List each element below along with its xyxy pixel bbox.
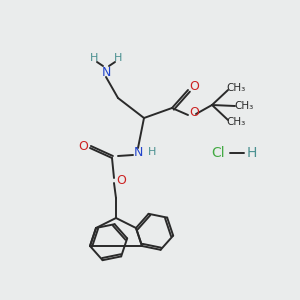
Text: CH₃: CH₃ xyxy=(226,83,246,93)
Text: CH₃: CH₃ xyxy=(234,101,254,111)
Text: CH₃: CH₃ xyxy=(226,117,246,127)
Text: N: N xyxy=(101,65,111,79)
Text: H: H xyxy=(114,53,122,63)
Text: O: O xyxy=(116,173,126,187)
Text: O: O xyxy=(189,80,199,94)
Text: Cl: Cl xyxy=(211,146,225,160)
Text: H: H xyxy=(148,147,156,157)
Text: N: N xyxy=(133,146,143,158)
Text: H: H xyxy=(247,146,257,160)
Text: O: O xyxy=(78,140,88,152)
Text: O: O xyxy=(189,106,199,119)
Text: H: H xyxy=(90,53,98,63)
